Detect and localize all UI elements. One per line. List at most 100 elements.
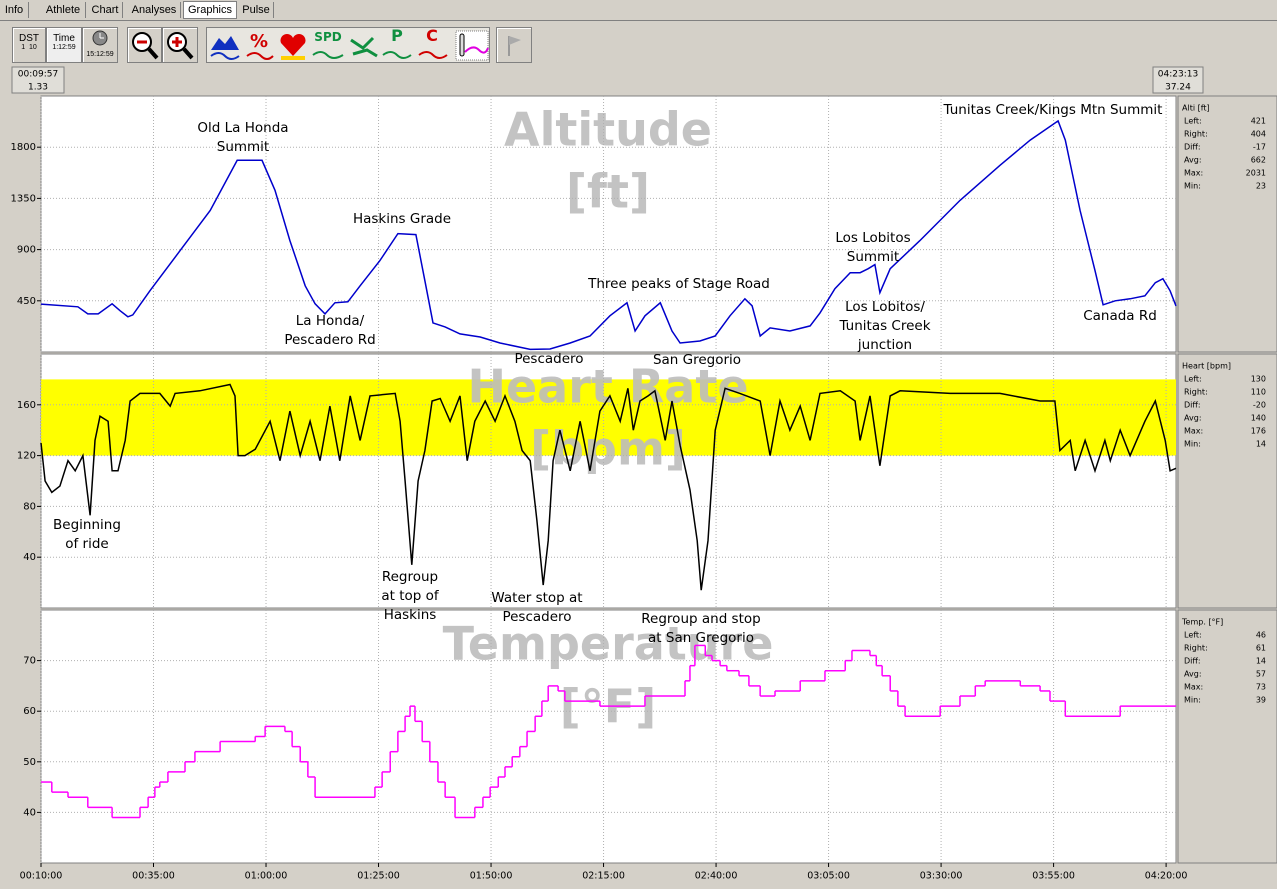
flag-button[interactable] xyxy=(496,27,532,63)
tab-active[interactable]: Graphics xyxy=(183,1,237,19)
chart-title: Temperature xyxy=(443,617,774,671)
annotation: Haskins xyxy=(384,607,437,623)
y-tick-label: 1800 xyxy=(11,142,36,153)
stats-label: Max: xyxy=(1184,683,1203,692)
range-end-box xyxy=(1152,66,1204,94)
annotation: Pescadero xyxy=(502,609,571,625)
x-tick-label: 02:40:00 xyxy=(695,871,738,882)
temperature-icon[interactable] xyxy=(459,33,465,57)
annotation: Haskins Grade xyxy=(353,211,451,227)
x-tick-label: 01:25:00 xyxy=(357,871,400,882)
button-sublabel: 15:12:59 xyxy=(86,51,114,58)
stats-label: Diff: xyxy=(1184,401,1201,410)
y-tick-label: 70 xyxy=(23,656,36,667)
range-end-time: 04:23:13 xyxy=(1158,70,1198,80)
stats-label: Right: xyxy=(1184,644,1208,653)
stats-value: -20 xyxy=(1253,401,1266,410)
tab[interactable]: Info xyxy=(0,2,29,18)
chart-unit: [ft] xyxy=(566,165,650,219)
x-tick-label: 03:55:00 xyxy=(1032,871,1075,882)
annotation: Los Lobitos/ xyxy=(845,299,925,315)
annotation: Summit xyxy=(847,249,899,265)
stats-title: Heart [bpm] xyxy=(1182,362,1231,371)
y-tick-label: 120 xyxy=(17,451,36,462)
stats-value: 39 xyxy=(1256,696,1266,705)
annotation: Three peaks of Stage Road xyxy=(587,276,770,292)
stats-label: Left: xyxy=(1184,631,1202,640)
time-button[interactable]: Time 1:12:59 xyxy=(46,27,82,63)
annotation: Water stop at xyxy=(491,590,582,606)
stats-panel xyxy=(1177,95,1277,353)
y-tick-label: 80 xyxy=(23,501,36,512)
zoom-in-icon xyxy=(167,32,194,60)
stats-label: Right: xyxy=(1184,388,1208,397)
stats-label: Left: xyxy=(1184,117,1202,126)
stats-label: Max: xyxy=(1184,169,1203,178)
percent-icon[interactable]: % xyxy=(250,31,268,52)
annotation: San Gregorio xyxy=(653,352,741,368)
heart-icon[interactable] xyxy=(280,34,306,56)
stats-value: 140 xyxy=(1251,414,1266,423)
speed-icon[interactable]: SPD xyxy=(314,30,341,44)
plot-area xyxy=(40,95,1177,353)
button-label: Time xyxy=(53,33,75,44)
calorie-icon[interactable]: C xyxy=(426,26,438,45)
zoom-out-button[interactable] xyxy=(127,27,162,63)
annotation: Regroup and stop xyxy=(641,611,760,627)
target-zone xyxy=(41,379,1176,456)
y-tick-label: 900 xyxy=(17,245,36,256)
stats-value: 73 xyxy=(1256,683,1266,692)
stats-value: 23 xyxy=(1256,182,1266,191)
stats-label: Diff: xyxy=(1184,657,1201,666)
stats-label: Avg: xyxy=(1184,414,1202,423)
tab[interactable]: Athlete xyxy=(41,2,86,18)
range-start-distance: 1.33 xyxy=(28,83,48,93)
tab[interactable]: Analyses xyxy=(128,2,181,18)
charts: 00:09:57 1.33 04:23:13 37.24 Altitude [ft… xyxy=(0,66,1277,889)
flag-icon xyxy=(508,36,521,56)
annotation: Tunitas Creek xyxy=(838,318,930,334)
annotation: Summit xyxy=(217,139,269,155)
annotation: Regroup xyxy=(382,569,438,585)
x-tick-label: 00:35:00 xyxy=(132,871,175,882)
clock-button[interactable]: 15:12:59 xyxy=(82,27,118,63)
dst-button[interactable]: DST 1 10 xyxy=(12,27,46,63)
stats-panel xyxy=(1177,609,1277,864)
stats-panel xyxy=(1177,353,1277,609)
tab[interactable]: Pulse xyxy=(239,2,274,18)
y-tick-label: 50 xyxy=(23,757,36,768)
stats-title: Alti [ft] xyxy=(1182,104,1210,113)
stats-value: 421 xyxy=(1251,117,1266,126)
annotation: Old La Honda xyxy=(197,120,288,136)
dst-value: 1 xyxy=(21,44,26,51)
stats-value: 130 xyxy=(1251,375,1266,384)
stats-label: Min: xyxy=(1184,696,1201,705)
button-sublabel: 1:12:59 xyxy=(52,44,76,51)
annotation: Canada Rd xyxy=(1083,308,1157,324)
tab[interactable]: Chart xyxy=(88,2,123,18)
altitude-icon[interactable] xyxy=(211,36,239,50)
stats-value: 404 xyxy=(1251,130,1266,139)
x-tick-label: 04:20:00 xyxy=(1145,871,1188,882)
stats-value: 14 xyxy=(1256,657,1266,666)
cadence-icon[interactable] xyxy=(350,36,378,58)
annotation: Tunitas Creek/Kings Mtn Summit xyxy=(943,102,1163,118)
annotation: Los Lobitos xyxy=(835,230,910,246)
stats-title: Temp. [°F] xyxy=(1181,618,1223,627)
stats-label: Avg: xyxy=(1184,156,1202,165)
y-tick-label: 450 xyxy=(17,296,36,307)
annotation: at top of xyxy=(381,588,440,604)
annotation: Beginning xyxy=(53,517,121,533)
power-icon[interactable]: P xyxy=(391,26,403,45)
zoom-in-button[interactable] xyxy=(162,27,198,63)
stats-label: Diff: xyxy=(1184,143,1201,152)
stats-label: Min: xyxy=(1184,182,1201,191)
stats-value: -17 xyxy=(1253,143,1266,152)
data-line xyxy=(40,119,1177,351)
annotation: at San Gregorio xyxy=(648,630,754,646)
stats-label: Min: xyxy=(1184,440,1201,449)
y-tick-label: 160 xyxy=(17,400,36,411)
clock-icon xyxy=(92,30,108,46)
x-tick-label: 02:15:00 xyxy=(582,871,625,882)
